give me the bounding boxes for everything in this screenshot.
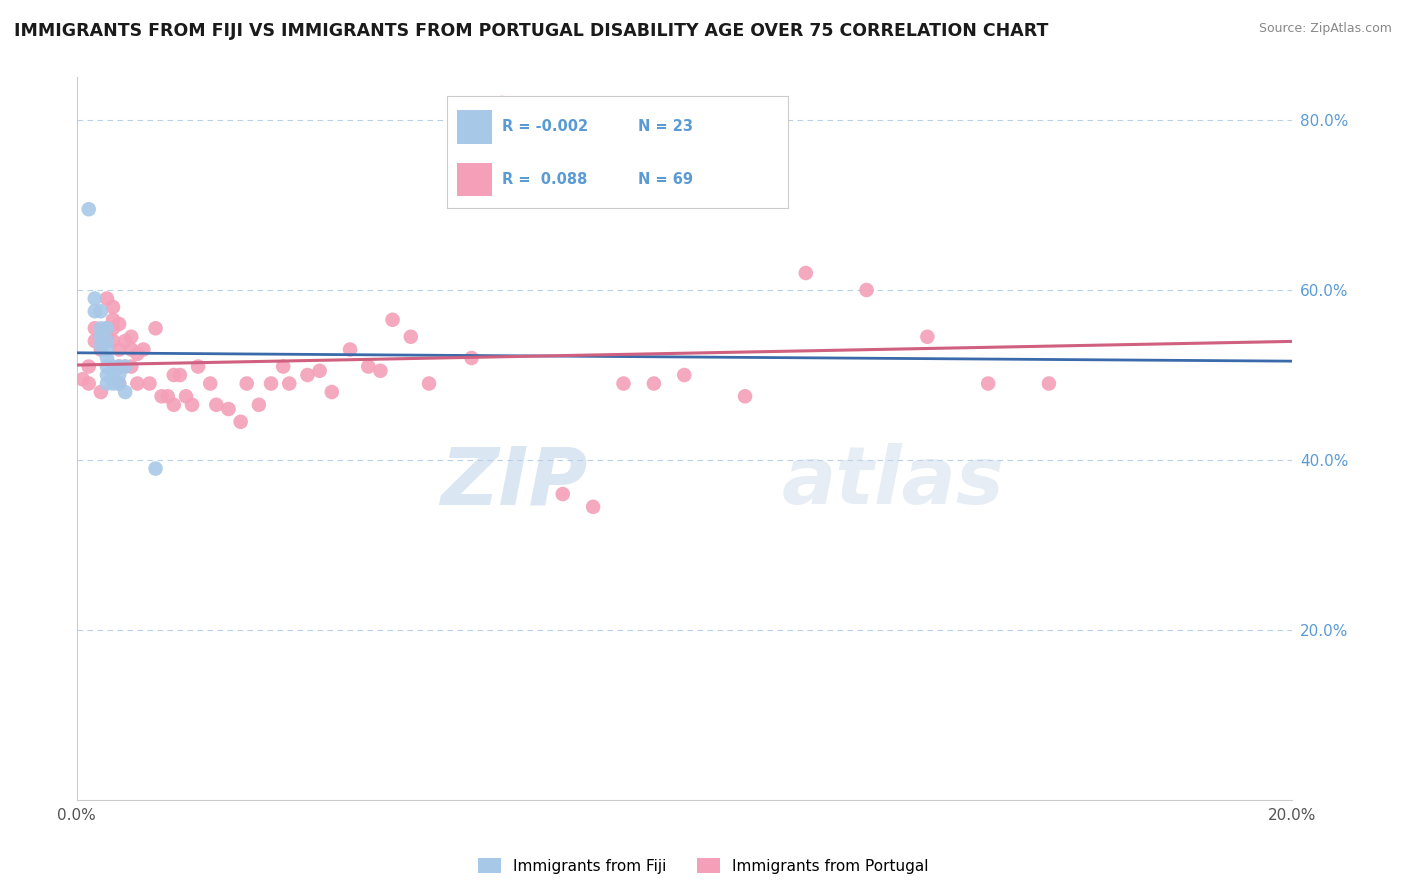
Point	[235, 376, 257, 391]
Point	[108, 376, 131, 391]
Point	[90, 304, 112, 318]
Point	[77, 376, 100, 391]
Point	[101, 312, 124, 326]
Point	[218, 402, 240, 417]
Point	[101, 359, 124, 374]
Legend: Immigrants from Fiji, Immigrants from Portugal: Immigrants from Fiji, Immigrants from Po…	[471, 852, 935, 880]
Point	[381, 312, 404, 326]
Point	[108, 343, 131, 357]
Point	[96, 351, 118, 365]
Point	[101, 368, 124, 382]
Point	[90, 330, 112, 344]
Point	[108, 359, 131, 374]
Point	[77, 202, 100, 217]
Point	[163, 368, 186, 382]
Text: IMMIGRANTS FROM FIJI VS IMMIGRANTS FROM PORTUGAL DISABILITY AGE OVER 75 CORRELAT: IMMIGRANTS FROM FIJI VS IMMIGRANTS FROM …	[14, 22, 1049, 40]
Point	[96, 376, 118, 391]
Point	[308, 364, 330, 378]
Point	[1038, 376, 1060, 391]
Point	[855, 283, 877, 297]
Point	[96, 334, 118, 348]
Point	[127, 376, 149, 391]
Point	[96, 321, 118, 335]
Point	[145, 461, 167, 475]
Point	[114, 334, 136, 348]
Point	[169, 368, 191, 382]
Point	[90, 384, 112, 399]
Point	[150, 389, 173, 403]
Point	[260, 376, 283, 391]
Point	[96, 321, 118, 335]
Point	[339, 343, 361, 357]
Point	[582, 500, 605, 514]
Point	[399, 330, 422, 344]
Point	[278, 376, 301, 391]
Point	[357, 359, 380, 374]
Point	[917, 330, 939, 344]
Point	[90, 330, 112, 344]
Point	[101, 334, 124, 348]
Point	[108, 376, 131, 391]
Point	[114, 359, 136, 374]
Point	[83, 334, 105, 348]
Point	[138, 376, 160, 391]
Point	[120, 343, 142, 357]
Point	[114, 359, 136, 374]
Point	[163, 398, 186, 412]
Point	[491, 95, 513, 110]
Point	[90, 343, 112, 357]
Point	[643, 376, 665, 391]
Point	[181, 398, 204, 412]
Point	[418, 376, 440, 391]
Point	[114, 384, 136, 399]
Point	[77, 359, 100, 374]
Point	[734, 389, 756, 403]
Point	[247, 398, 270, 412]
Text: atlas: atlas	[782, 443, 1004, 521]
Point	[205, 398, 228, 412]
Point	[200, 376, 222, 391]
Point	[90, 321, 112, 335]
Text: Source: ZipAtlas.com: Source: ZipAtlas.com	[1258, 22, 1392, 36]
Point	[120, 330, 142, 344]
Point	[108, 359, 131, 374]
Point	[460, 351, 482, 365]
Point	[522, 181, 544, 195]
Point	[612, 376, 634, 391]
Point	[108, 368, 131, 382]
Point	[83, 304, 105, 318]
Point	[551, 487, 574, 501]
Point	[156, 389, 179, 403]
Point	[271, 359, 294, 374]
Point	[127, 347, 149, 361]
Point	[96, 330, 118, 344]
Point	[108, 317, 131, 331]
Point	[321, 384, 343, 399]
Point	[187, 359, 209, 374]
Point	[794, 266, 817, 280]
Point	[101, 300, 124, 314]
Point	[120, 359, 142, 374]
Point	[101, 321, 124, 335]
Point	[977, 376, 1000, 391]
Point	[96, 292, 118, 306]
Point	[174, 389, 197, 403]
Point	[101, 376, 124, 391]
Point	[90, 338, 112, 352]
Point	[145, 321, 167, 335]
Point	[297, 368, 319, 382]
Point	[83, 321, 105, 335]
Point	[96, 343, 118, 357]
Point	[72, 372, 94, 386]
Point	[96, 359, 118, 374]
Point	[83, 292, 105, 306]
Point	[370, 364, 392, 378]
Point	[96, 368, 118, 382]
Point	[132, 343, 155, 357]
Point	[673, 368, 696, 382]
Point	[229, 415, 252, 429]
Text: ZIP: ZIP	[440, 443, 588, 521]
